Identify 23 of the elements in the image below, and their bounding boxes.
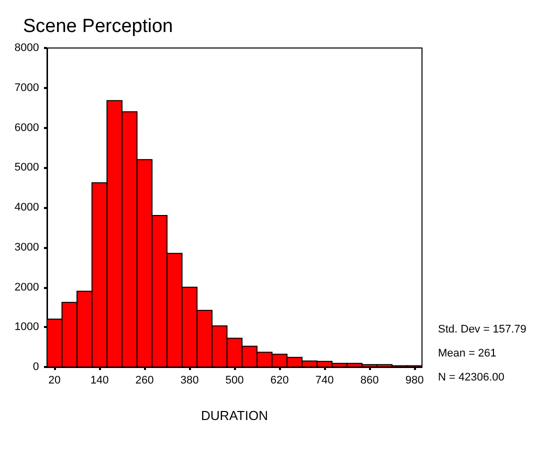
- y-tick-label: 6000: [14, 122, 39, 134]
- text: Mean = 261: [438, 348, 496, 360]
- y-tick-label: 8000: [14, 42, 39, 54]
- x-tick-label: 260: [135, 374, 154, 386]
- x-tick-label: 980: [405, 374, 424, 386]
- x-tick-label: 140: [90, 374, 109, 386]
- x-tick-label: 860: [360, 374, 379, 386]
- y-tick-label: 1000: [14, 321, 39, 334]
- text: Std. Dev = 157.79: [438, 324, 526, 336]
- y-tick-label: 4000: [14, 202, 39, 214]
- y-tick-label: 3000: [14, 241, 39, 254]
- chart-title: Scene Perception: [23, 16, 173, 37]
- y-tick-label: 7000: [14, 82, 39, 94]
- x-tick-label: 740: [315, 374, 334, 386]
- y-tick-label: 2000: [14, 281, 39, 294]
- x-tick-label: 620: [270, 374, 289, 386]
- text: N = 42306.00: [438, 372, 504, 384]
- x-axis-title: DURATION: [201, 408, 268, 423]
- y-tick-label: 5000: [14, 162, 39, 174]
- x-tick-label: 20: [48, 374, 61, 386]
- x-tick-label: 500: [225, 374, 244, 386]
- x-tick-label: 380: [180, 374, 199, 386]
- y-tick-label: 0: [32, 361, 39, 373]
